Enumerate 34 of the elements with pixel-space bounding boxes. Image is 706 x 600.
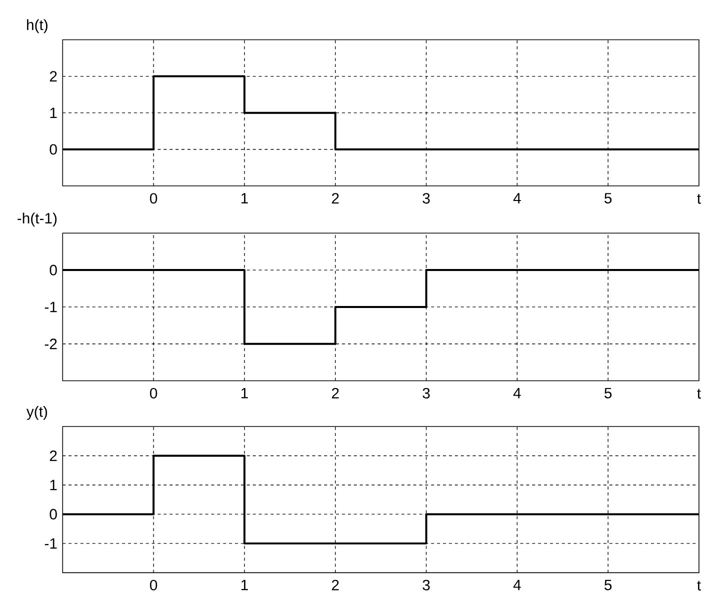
x-tick-label: 4 — [513, 580, 521, 590]
y-tick-label: 0 — [50, 265, 57, 276]
y-tick-label: -1 — [44, 302, 57, 312]
y-tick-label: 1 — [50, 108, 57, 118]
y-tick-label: 0 — [50, 144, 57, 155]
y-tick-label: 1 — [50, 480, 57, 490]
y-tick-label: 2 — [50, 71, 57, 82]
x-tick-label: 1 — [241, 580, 248, 590]
x-tick-label: 5 — [604, 388, 612, 399]
y-tick-label: -2 — [44, 338, 57, 350]
x-tick-label: 5 — [604, 580, 612, 590]
x-tick-label: 3 — [422, 193, 430, 204]
x-axis-title: t — [697, 389, 701, 399]
x-tick-label: 4 — [513, 193, 521, 204]
x-tick-label: 0 — [150, 193, 158, 204]
y-tick-label: 2 — [50, 450, 57, 462]
x-tick-label: 2 — [332, 193, 339, 204]
x-tick-label: 1 — [241, 388, 248, 398]
y-tick-label: -1 — [44, 538, 57, 549]
x-tick-label: 5 — [604, 193, 612, 204]
y-axis-title: h(t) — [27, 19, 48, 34]
y-axis-title: y(t) — [26, 406, 48, 420]
y-axis-title: -h(t-1) — [18, 212, 57, 227]
x-tick-label: 3 — [422, 580, 430, 591]
x-tick-label: 3 — [422, 388, 430, 399]
y-tick-label: 0 — [50, 509, 57, 520]
x-tick-label: 0 — [150, 580, 158, 591]
x-axis-title: t — [697, 194, 701, 204]
x-tick-label: 2 — [332, 580, 339, 590]
x-tick-label: 1 — [241, 193, 248, 204]
x-tick-label: 2 — [332, 388, 339, 399]
x-tick-label: 0 — [150, 388, 158, 399]
x-axis-title: t — [697, 581, 701, 591]
x-tick-label: 4 — [513, 388, 521, 398]
